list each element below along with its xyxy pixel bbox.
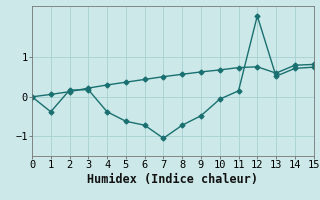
X-axis label: Humidex (Indice chaleur): Humidex (Indice chaleur) bbox=[87, 173, 258, 186]
